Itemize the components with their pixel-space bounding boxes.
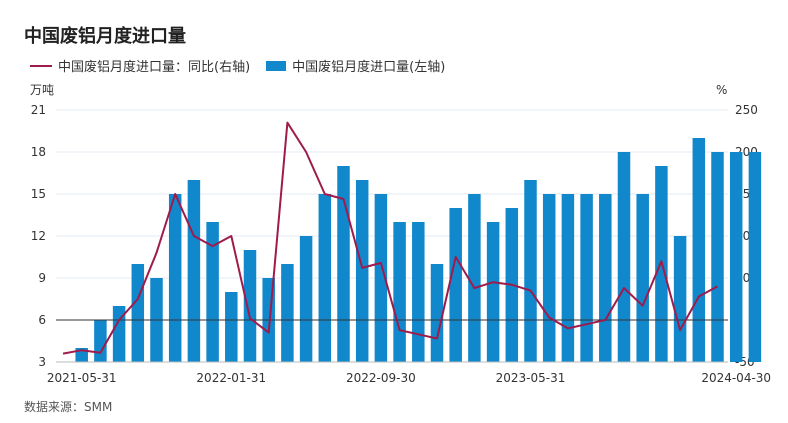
bar <box>542 194 556 362</box>
right-tick-label: 150 <box>735 187 758 201</box>
right-tick-label: 200 <box>735 145 758 159</box>
bar <box>262 278 275 362</box>
bar <box>692 138 706 362</box>
right-tick-label: 0 <box>735 313 743 327</box>
right-axis-unit: % <box>716 83 727 97</box>
right-tick-label: 250 <box>735 103 758 117</box>
bar <box>580 194 593 362</box>
right-tick-label: 50 <box>735 271 750 285</box>
bar <box>729 152 743 362</box>
legend-bar-swatch <box>266 60 287 71</box>
bar <box>281 264 294 362</box>
x-tick-label: 2022-09-30 <box>346 371 416 385</box>
bar <box>318 194 332 362</box>
bar <box>168 194 182 362</box>
bar <box>131 264 145 362</box>
bar <box>486 222 500 362</box>
bar <box>94 320 107 362</box>
bar <box>655 166 668 362</box>
bar <box>112 306 126 362</box>
x-tick-label: 2021-05-31 <box>47 371 117 385</box>
bar <box>449 208 462 362</box>
left-tick-label: 12 <box>31 229 46 243</box>
left-tick-label: 3 <box>38 355 46 369</box>
bar <box>187 180 201 362</box>
bar <box>748 152 762 362</box>
bar <box>599 194 612 362</box>
bar <box>337 166 350 362</box>
bar <box>673 236 687 362</box>
left-tick-label: 15 <box>31 187 46 201</box>
x-tick-label: 2024-04-30 <box>701 371 771 385</box>
bar <box>243 250 257 362</box>
bar <box>374 194 388 362</box>
yoy-line <box>62 121 718 355</box>
right-tick-label: 100 <box>735 229 758 243</box>
bar <box>524 180 537 362</box>
bar <box>206 222 219 362</box>
x-tick-label: 2022-01-31 <box>196 371 266 385</box>
left-axis-unit: 万吨 <box>30 83 54 97</box>
legend-item-yoy[interactable]: 中国废铝月度进口量：同比(右轴) <box>30 56 250 75</box>
bar <box>617 152 631 362</box>
legend-item-volume[interactable]: 中国废铝月度进口量(左轴) <box>266 56 445 75</box>
bar <box>150 278 163 362</box>
left-tick-label: 9 <box>38 271 46 285</box>
right-tick-label: -50 <box>735 355 755 369</box>
bar <box>75 348 88 362</box>
x-tick-label: 2023-05-31 <box>496 371 566 385</box>
bar <box>711 152 724 362</box>
bar <box>505 208 519 362</box>
bar <box>468 194 481 362</box>
chart-title: 中国废铝月度进口量 <box>24 26 186 47</box>
legend-line-swatch <box>30 64 52 67</box>
legend-label-yoy: 中国废铝月度进口量：同比(右轴) <box>58 60 251 75</box>
legend-label-volume: 中国废铝月度进口量(左轴) <box>292 60 446 75</box>
bar <box>393 222 406 362</box>
bar <box>355 180 369 362</box>
bar <box>430 264 444 362</box>
legend: 中国废铝月度进口量：同比(右轴) 中国废铝月度进口量(左轴) <box>30 56 461 75</box>
bar <box>299 236 313 362</box>
left-tick-label: 18 <box>31 145 46 159</box>
left-tick-label: 6 <box>38 313 46 327</box>
bar <box>412 222 425 362</box>
bar <box>561 194 575 362</box>
bar <box>225 292 238 362</box>
left-tick-label: 21 <box>31 103 46 117</box>
bar <box>636 194 649 362</box>
source-note: 数据来源：SMM <box>24 400 113 414</box>
